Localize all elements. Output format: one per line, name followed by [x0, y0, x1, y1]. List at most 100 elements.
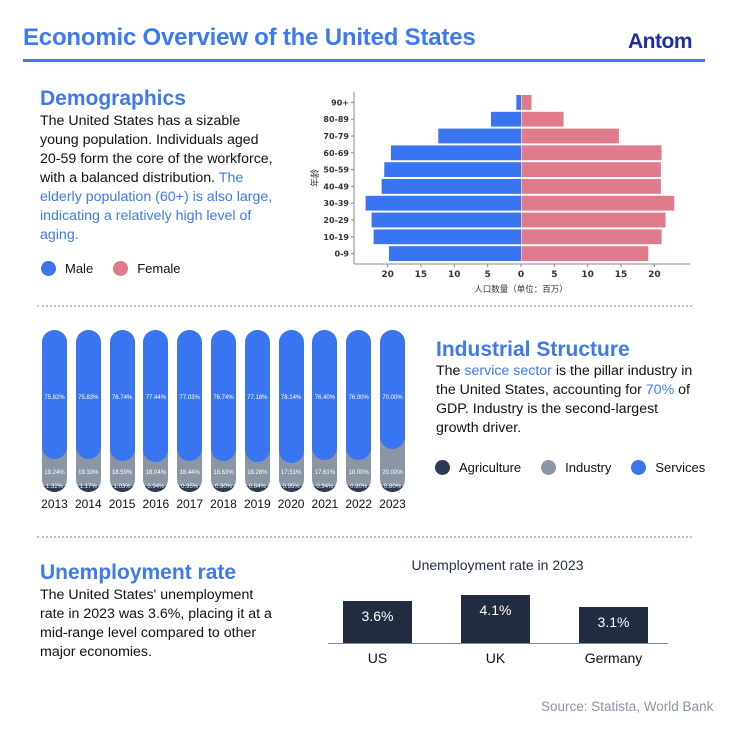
industry-value-label: 17.61% — [314, 470, 336, 476]
services-value-label: 75.82% — [44, 395, 65, 401]
agriculture-segment — [346, 486, 372, 492]
agriculture-value-label: 0.80% — [383, 484, 401, 490]
category-label: US — [367, 650, 388, 666]
services-segment — [211, 330, 236, 461]
antom-logo: Antom — [628, 30, 693, 53]
x-tick-label: 10 — [448, 270, 461, 280]
year-label: 2018 — [210, 497, 237, 511]
agriculture-value-label: 0.84% — [248, 484, 266, 490]
x-axis-label: 人口数量（单位：百万） — [474, 284, 568, 295]
industry-value-label: 17.51% — [280, 470, 302, 476]
year-label: 2013 — [41, 497, 68, 511]
unemployment-bar-germany: 3.1% — [579, 606, 648, 643]
page-title: Economic Overview of the United States — [23, 24, 476, 51]
female-bar — [521, 179, 661, 194]
female-bar — [521, 128, 619, 144]
services-value-label: 76.74% — [213, 395, 234, 401]
demographics-text-highlight: The elderly population (60+) is also lar… — [40, 170, 273, 243]
services-segment — [177, 330, 203, 462]
title-divider — [23, 59, 705, 62]
x-tick-label: 15 — [615, 270, 628, 280]
industry-bar-2022: 76.00% 18.00% 0.90% — [346, 330, 372, 492]
y-axis-label: 年龄 — [309, 169, 321, 187]
agriculture-value-label: 1.32% — [45, 484, 63, 490]
y-tick-label: 50-59 — [323, 166, 349, 175]
legend-item-industry: Industry — [541, 460, 611, 475]
industry-value-label: 18.00% — [348, 470, 369, 476]
legend-label: Female — [137, 261, 181, 276]
industry-value-label: 19.24% — [44, 470, 65, 476]
male-bar — [384, 162, 521, 177]
text-segment: of GDP. Industry is the second-largest g… — [436, 382, 690, 436]
legend-item-female: Female — [113, 261, 181, 276]
agriculture-value-label: 1.17% — [79, 484, 97, 490]
legend-item-male: Male — [41, 261, 93, 276]
year-label: 2014 — [74, 497, 102, 511]
population-pyramid-chart: 0-9 10-19 20-29 30-39 40-49 50-59 60-69 70-79 80… — [309, 92, 690, 295]
demographics-text-plain: The United States has a sizable young po… — [40, 113, 273, 186]
year-label: 2015 — [108, 497, 136, 511]
male-bar — [438, 128, 521, 144]
services-segment — [143, 330, 169, 463]
male-dot-icon — [41, 261, 56, 276]
male-bar — [371, 212, 521, 228]
industry-value-label: 18.59% — [111, 470, 133, 476]
demographics-legend: Male Female — [41, 261, 201, 276]
year-label: 2017 — [176, 497, 204, 511]
agriculture-segment — [312, 486, 338, 492]
agriculture-value-label: 0.95% — [181, 484, 199, 490]
legend-label: Agriculture — [459, 460, 522, 475]
text-segment: The — [436, 363, 465, 379]
services-value-label: 77.44% — [145, 395, 167, 401]
unemployment-chart-title: Unemployment rate in 2023 — [411, 557, 584, 573]
female-bar — [521, 111, 564, 127]
text-highlight: service sector — [464, 363, 552, 379]
x-tick-label: 20 — [381, 270, 394, 280]
male-bar — [388, 246, 521, 261]
industry-value-label: 18.44% — [179, 470, 200, 476]
services-segment — [346, 330, 372, 460]
agriculture-value-label: 0.90% — [214, 484, 232, 490]
industrial-structure-chart: 75.82% 19.24% 1.32% 2013 75.83% 19.33% 1.17% 20… — [35, 325, 415, 520]
demographics-text: The United States has a sizable young po… — [40, 112, 275, 245]
industry-bar-2020: 78.14% 17.51% 0.95% — [278, 330, 304, 492]
female-bar — [521, 212, 666, 228]
industry-bar-2019: 77.18% 18.28% 0.84% — [244, 330, 270, 492]
year-label: 2022 — [345, 497, 373, 511]
industry-value-label: 19.33% — [78, 470, 99, 476]
x-tick-label: 5 — [551, 270, 557, 280]
industry-value-label: 18.63% — [213, 470, 234, 476]
industry-bar-2023: 70.00% 20.00% 0.80% — [380, 330, 405, 492]
year-label: 2020 — [277, 497, 305, 511]
text-highlight: 70% — [645, 382, 675, 398]
y-tick-label: 30-39 — [323, 199, 349, 208]
female-bar — [521, 162, 661, 177]
agriculture-value-label: 0.94% — [316, 484, 334, 490]
text-segment: is the pillar industry in the United Sta… — [436, 363, 693, 398]
industry-value-label: 18.04% — [145, 470, 167, 476]
y-tick-label: 90+ — [331, 98, 349, 107]
y-tick-label: 10-19 — [323, 233, 349, 242]
agriculture-value-label: 0.90% — [350, 484, 368, 490]
female-dot-icon — [113, 261, 129, 276]
services-value-label: 75.83% — [78, 395, 99, 401]
unemployment-axis — [328, 643, 668, 644]
agriculture-segment — [143, 486, 169, 492]
agriculture-segment — [380, 486, 405, 492]
x-tick-label: 5 — [485, 270, 491, 280]
services-value-label: 78.14% — [280, 395, 302, 401]
services-segment — [312, 330, 338, 461]
services-value-label: 76.40% — [314, 395, 336, 401]
services-segment — [75, 330, 101, 460]
services-dot-icon — [631, 460, 647, 475]
source-note: Source: Statista, World Bank — [541, 699, 714, 714]
industry-bar-2014: 75.83% 19.33% 1.17% — [75, 330, 101, 492]
year-label: 2023 — [379, 497, 406, 511]
services-segment — [244, 330, 270, 462]
x-tick-label: 20 — [648, 270, 661, 280]
y-tick-label: 20-29 — [323, 216, 349, 225]
agriculture-segment — [177, 486, 203, 492]
male-bar — [373, 229, 521, 245]
services-segment — [109, 330, 135, 461]
industry-bar-2016: 77.44% 18.04% 0.94% — [143, 330, 169, 492]
